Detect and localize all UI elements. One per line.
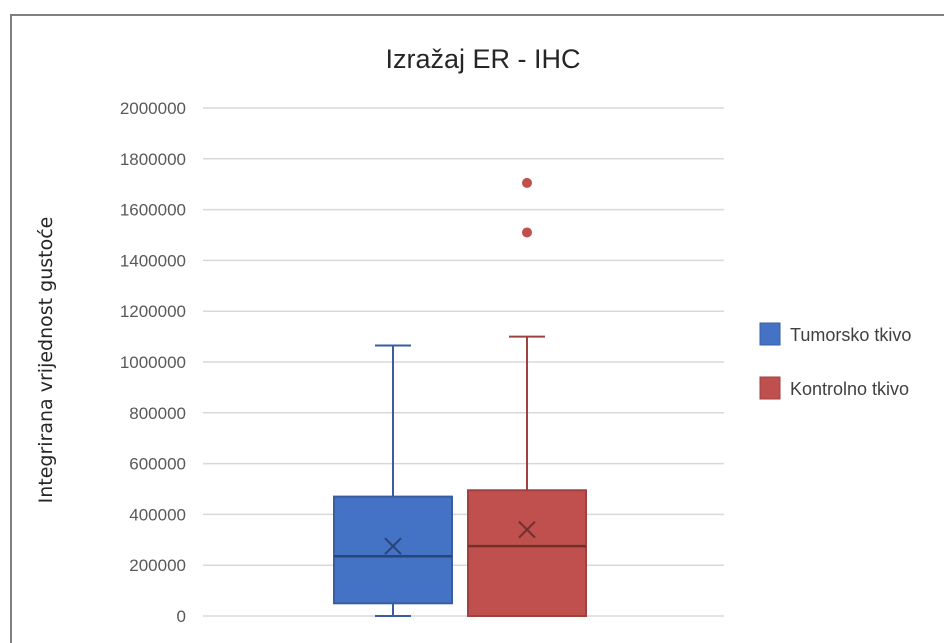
y-tick-label: 1600000: [120, 201, 186, 220]
y-tick-label: 1400000: [120, 251, 186, 270]
y-tick-label: 1200000: [120, 302, 186, 321]
box: [467, 489, 587, 617]
y-tick-label: 1000000: [120, 353, 186, 372]
chart-area: 0 200000 400000 600000 800000 1000000 1200000 1…: [10, 14, 944, 643]
gridlines: [203, 107, 724, 617]
legend-swatch: [759, 322, 781, 346]
y-tick-label: 1800000: [120, 150, 186, 169]
legend: Tumorsko tkivo Kontrolno tkivo: [759, 322, 911, 400]
y-tick-label: 2000000: [120, 99, 186, 118]
mean-marker: [518, 520, 536, 539]
box-plots: [333, 177, 587, 617]
y-axis-label: Integrirana vrijednost gustoće: [35, 217, 57, 504]
box-plot: [467, 177, 587, 617]
legend-label: Kontrolno tkivo: [790, 379, 909, 399]
box-plot: [333, 344, 453, 617]
y-tick-label: 0: [177, 607, 186, 626]
chart-title: Izražaj ER - IHC: [385, 44, 580, 74]
mean-marker: [384, 537, 402, 555]
outlier-point: [522, 227, 532, 238]
outlier-point: [522, 177, 532, 188]
y-tick-labels: 0 200000 400000 600000 800000 1000000 1200000 1…: [120, 99, 186, 626]
y-tick-label: 200000: [129, 556, 186, 575]
legend-label: Tumorsko tkivo: [790, 325, 911, 345]
box: [333, 495, 453, 605]
y-tick-label: 800000: [129, 404, 186, 423]
y-tick-label: 400000: [129, 505, 186, 524]
legend-swatch: [759, 376, 781, 400]
y-tick-label: 600000: [129, 455, 186, 474]
